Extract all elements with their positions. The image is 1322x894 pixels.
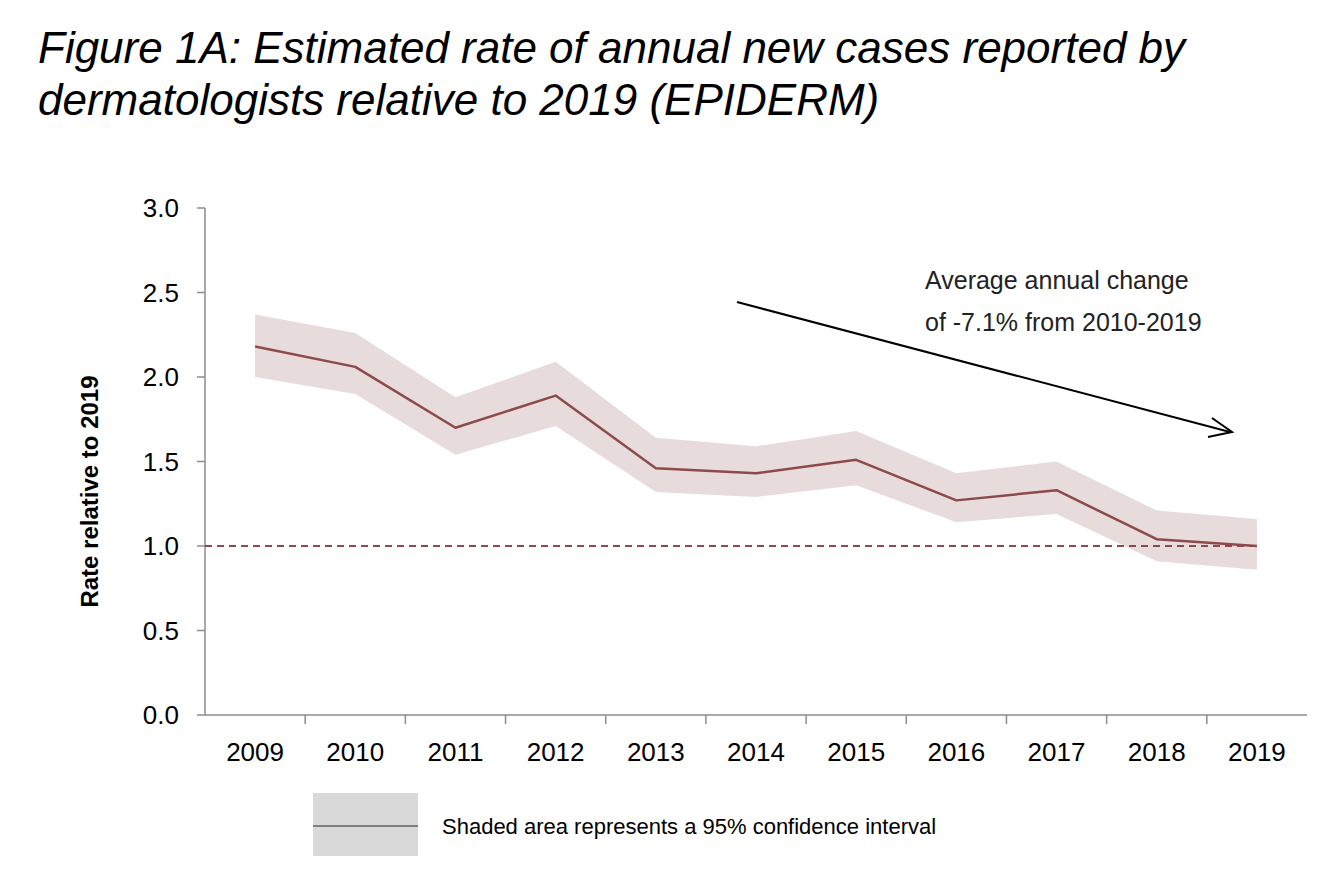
y-tick-label: 2.0 <box>143 362 179 392</box>
x-tick-label: 2012 <box>527 737 585 767</box>
reference-line <box>205 545 1257 547</box>
x-tick-label: 2016 <box>927 737 985 767</box>
legend-swatch <box>313 793 418 856</box>
annotation-text: of -7.1% from 2010-2019 <box>925 308 1202 336</box>
y-tick <box>197 545 205 547</box>
x-tick-label: 2011 <box>427 737 483 767</box>
x-tick-label: 2013 <box>627 737 685 767</box>
y-tick <box>197 630 205 632</box>
y-tick <box>197 292 205 294</box>
y-tick-label: 2.5 <box>143 278 179 308</box>
x-tick-label: 2018 <box>1128 737 1186 767</box>
y-tick-label: 1.5 <box>143 447 179 477</box>
x-tick <box>605 715 607 724</box>
x-tick <box>705 715 707 724</box>
chart-title: Figure 1A: Estimated rate of annual new … <box>38 22 1318 126</box>
annotation-text: Average annual change <box>925 266 1189 294</box>
x-tick <box>304 715 306 724</box>
x-tick <box>1206 715 1208 724</box>
chart-canvas: 0.0 0.5 1.0 1.5 2.0 2.5 3.0 2009 2010 2011 2012 201… <box>0 0 1322 894</box>
x-tick <box>405 715 407 724</box>
y-tick-label: 1.0 <box>143 531 179 561</box>
legend-line <box>313 825 418 827</box>
x-tick <box>1106 715 1108 724</box>
legend-label: Shaded area represents a 95% confidence … <box>442 814 936 839</box>
y-tick <box>197 207 205 209</box>
y-tick <box>197 376 205 378</box>
x-tick-label: 2009 <box>226 737 284 767</box>
x-tick-label: 2017 <box>1028 737 1086 767</box>
x-tick <box>1006 715 1008 724</box>
x-tick-label: 2019 <box>1228 737 1286 767</box>
y-tick <box>197 714 205 716</box>
x-tick <box>906 715 908 724</box>
x-axis-line <box>205 714 1307 716</box>
y-axis-title: Rate relative to 2019 <box>76 375 103 607</box>
x-tick <box>805 715 807 724</box>
series-line <box>255 347 1257 546</box>
x-tick-label: 2015 <box>827 737 885 767</box>
y-tick-label: 3.0 <box>143 193 179 223</box>
x-tick-label: 2010 <box>326 737 384 767</box>
y-tick <box>197 461 205 463</box>
annotation-arrowhead <box>1208 418 1232 437</box>
x-tick-label: 2014 <box>727 737 785 767</box>
y-tick-label: 0.0 <box>143 700 179 730</box>
annotation-arrow <box>737 302 1230 432</box>
plot-area <box>205 314 1257 569</box>
x-tick <box>505 715 507 724</box>
confidence-band <box>255 314 1257 569</box>
y-tick-label: 0.5 <box>143 616 179 646</box>
